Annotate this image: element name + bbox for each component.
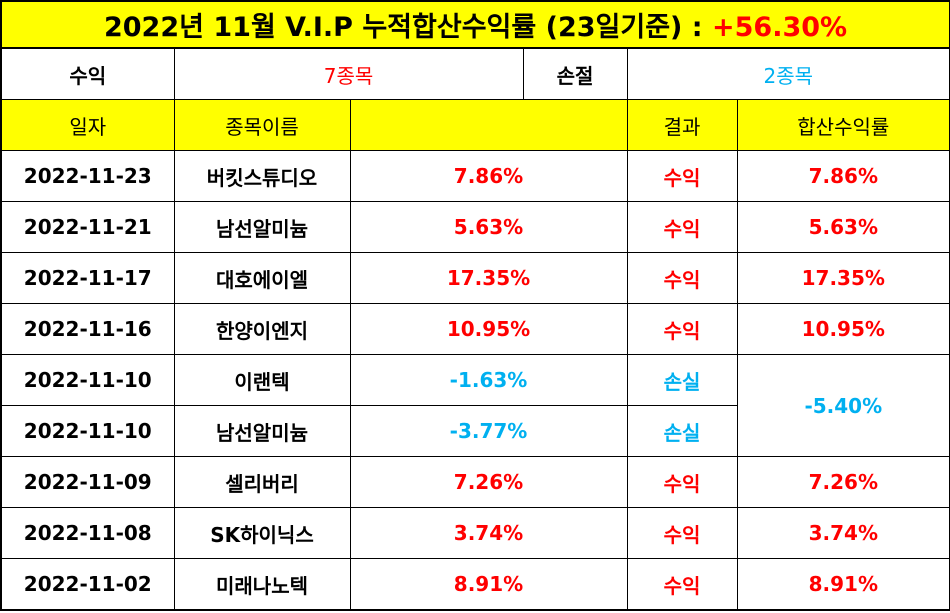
- row-pct: 8.91%: [349, 558, 628, 611]
- loss-label: 손절: [522, 47, 628, 100]
- header-blank: [349, 99, 628, 151]
- header-combined: 합산수익률: [736, 99, 950, 151]
- row-result: 손실: [626, 354, 738, 406]
- row-date: 2022-11-21: [0, 201, 175, 253]
- row-name: 남선알미늄: [173, 405, 351, 457]
- row-date: 2022-11-02: [0, 558, 175, 611]
- row-pct: 17.35%: [349, 252, 628, 304]
- row-name: 버킷스튜디오: [173, 150, 351, 202]
- summary-row: 수익 7종목 손절 2종목: [0, 47, 950, 100]
- row-combined: 8.91%: [736, 558, 950, 611]
- row-result: 수익: [626, 558, 738, 611]
- row-result: 수익: [626, 252, 738, 304]
- row-result: 손실: [626, 405, 738, 457]
- row-date: 2022-11-08: [0, 507, 175, 559]
- row-combined: 3.74%: [736, 507, 950, 559]
- table-row: 2022-11-21 남선알미늄 5.63% 수익 5.63%: [0, 201, 950, 253]
- table-row: 2022-11-08 SK하이닉스 3.74% 수익 3.74%: [0, 507, 950, 559]
- row-combined: 10.95%: [736, 303, 950, 355]
- header-result: 결과: [626, 99, 738, 151]
- table-row: 2022-11-23 버킷스튜디오 7.86% 수익 7.86%: [0, 150, 950, 202]
- row-pct: 7.86%: [349, 150, 628, 202]
- row-result: 수익: [626, 507, 738, 559]
- row-name: 미래나노텍: [173, 558, 351, 611]
- row-combined: 5.63%: [736, 201, 950, 253]
- title-text: 2022년 11월 V.I.P 누적합산수익률 (23일기준) :: [103, 12, 712, 43]
- row-pct: 3.74%: [349, 507, 628, 559]
- row-combined: 17.35%: [736, 252, 950, 304]
- row-combined: 7.86%: [736, 150, 950, 202]
- row-date: 2022-11-09: [0, 456, 175, 508]
- row-name: 이랜텍: [173, 354, 351, 406]
- row-date: 2022-11-23: [0, 150, 175, 202]
- row-combined: -5.40%: [736, 354, 950, 457]
- table-row: 2022-11-09 셀리버리 7.26% 수익 7.26%: [0, 456, 950, 508]
- row-combined: 7.26%: [736, 456, 950, 508]
- row-name: SK하이닉스: [173, 507, 351, 559]
- row-result: 수익: [626, 303, 738, 355]
- page-title: 2022년 11월 V.I.P 누적합산수익률 (23일기준) : +56.30…: [0, 0, 950, 49]
- total-return: +56.30%: [712, 12, 848, 43]
- row-date: 2022-11-17: [0, 252, 175, 304]
- row-name: 한양이엔지: [173, 303, 351, 355]
- profit-count: 7종목: [173, 47, 524, 100]
- row-date: 2022-11-10: [0, 354, 175, 406]
- row-name: 대호에이엘: [173, 252, 351, 304]
- table-row: 2022-11-17 대호에이엘 17.35% 수익 17.35%: [0, 252, 950, 304]
- header-row: 일자 종목이름 결과 합산수익률: [0, 99, 950, 151]
- header-date: 일자: [0, 99, 175, 151]
- table-row: 2022-11-16 한양이엔지 10.95% 수익 10.95%: [0, 303, 950, 355]
- row-result: 수익: [626, 456, 738, 508]
- row-result: 수익: [626, 150, 738, 202]
- row-date: 2022-11-10: [0, 405, 175, 457]
- row-name: 남선알미늄: [173, 201, 351, 253]
- row-name: 셀리버리: [173, 456, 351, 508]
- header-name: 종목이름: [173, 99, 351, 151]
- table-row: 2022-11-10 이랜텍 -1.63% 손실 -5.40%: [0, 354, 950, 457]
- row-pct: -3.77%: [349, 405, 628, 457]
- row-date: 2022-11-16: [0, 303, 175, 355]
- profit-label: 수익: [0, 47, 175, 100]
- row-pct: 10.95%: [349, 303, 628, 355]
- row-pct: 7.26%: [349, 456, 628, 508]
- row-pct: 5.63%: [349, 201, 628, 253]
- loss-count: 2종목: [626, 47, 950, 100]
- row-pct: -1.63%: [349, 354, 628, 406]
- title-row: 2022년 11월 V.I.P 누적합산수익률 (23일기준) : +56.30…: [0, 0, 950, 49]
- row-result: 수익: [626, 201, 738, 253]
- table-row: 2022-11-02 미래나노텍 8.91% 수익 8.91%: [0, 558, 950, 611]
